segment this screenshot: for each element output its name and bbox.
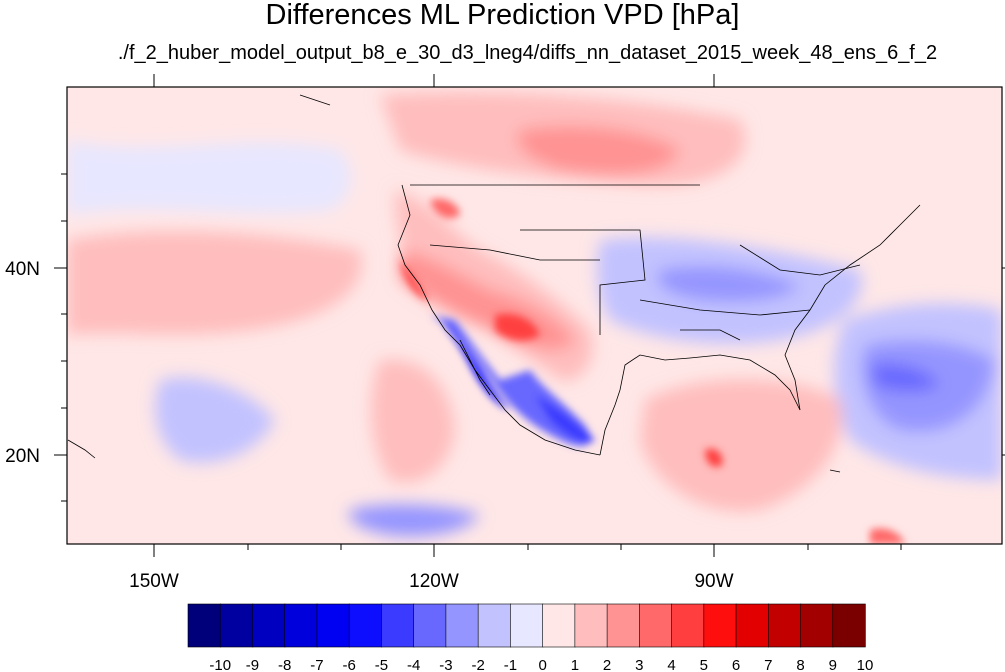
colorbar-swatch — [477, 603, 512, 648]
lat-label-40n: 40N — [5, 259, 40, 280]
colorbar-swatch — [252, 603, 286, 648]
colorbar-swatch — [671, 603, 705, 648]
colorbar: -10 -9 -8 -7 -6 -5 -4 -3 -2 -1 0 1 2 3 4 5 6 7 8 9 10 — [187, 603, 874, 672]
colorbar-label: -1 — [504, 657, 517, 672]
colorbar-swatch — [735, 603, 769, 648]
colorbar-swatch — [316, 603, 350, 648]
colorbar-swatch — [832, 603, 866, 648]
colorbar-label: 3 — [635, 657, 643, 672]
colorbar-label: -2 — [471, 657, 484, 672]
colorbar-swatch — [542, 603, 576, 648]
colorbar-swatch — [413, 603, 447, 648]
colorbar-swatch — [800, 603, 834, 648]
lon-label-120w: 120W — [409, 571, 459, 592]
colorbar-swatch — [510, 603, 544, 648]
colorbar-swatch — [606, 603, 641, 648]
colorbar-label: 1 — [571, 657, 579, 672]
colorbar-label: -10 — [209, 657, 231, 672]
colorbar-label: -3 — [439, 657, 452, 672]
lon-label-150w: 150W — [129, 571, 179, 592]
colorbar-label: -6 — [343, 657, 356, 672]
colorbar-swatch — [639, 603, 673, 648]
colorbar-swatch — [348, 603, 383, 648]
colorbar-label: 9 — [829, 657, 837, 672]
lon-label-90w: 90W — [694, 571, 733, 592]
colorbar-swatch — [219, 603, 254, 648]
colorbar-label: 7 — [764, 657, 772, 672]
colorbar-label: -5 — [375, 657, 388, 672]
map-title: Differences ML Prediction VPD [hPa] — [265, 0, 740, 31]
colorbar-swatch — [767, 603, 802, 648]
anomaly-field — [67, 87, 1002, 544]
colorbar-swatch — [445, 603, 479, 648]
colorbar-label: -9 — [246, 657, 259, 672]
colorbar-label: 4 — [667, 657, 675, 672]
coastlines — [67, 94, 921, 473]
axis-ticks — [54, 74, 1005, 557]
map-subtitle: ./f_2_huber_model_output_b8_e_30_d3_lneg… — [117, 42, 938, 64]
colorbar-label: -7 — [310, 657, 323, 672]
colorbar-swatch — [187, 603, 221, 648]
colorbar-swatch — [703, 603, 737, 648]
colorbar-label: -4 — [407, 657, 420, 672]
colorbar-label: 10 — [857, 657, 874, 672]
colorbar-label: 8 — [796, 657, 804, 672]
colorbar-label: -8 — [278, 657, 291, 672]
lat-label-20n: 20N — [5, 446, 40, 467]
colorbar-label: 2 — [603, 657, 611, 672]
colorbar-label: 6 — [732, 657, 740, 672]
colorbar-swatch — [284, 603, 318, 648]
colorbar-label: 0 — [538, 657, 546, 672]
colorbar-swatch — [381, 603, 415, 648]
colorbar-label: 5 — [700, 657, 708, 672]
colorbar-swatch — [574, 603, 608, 648]
